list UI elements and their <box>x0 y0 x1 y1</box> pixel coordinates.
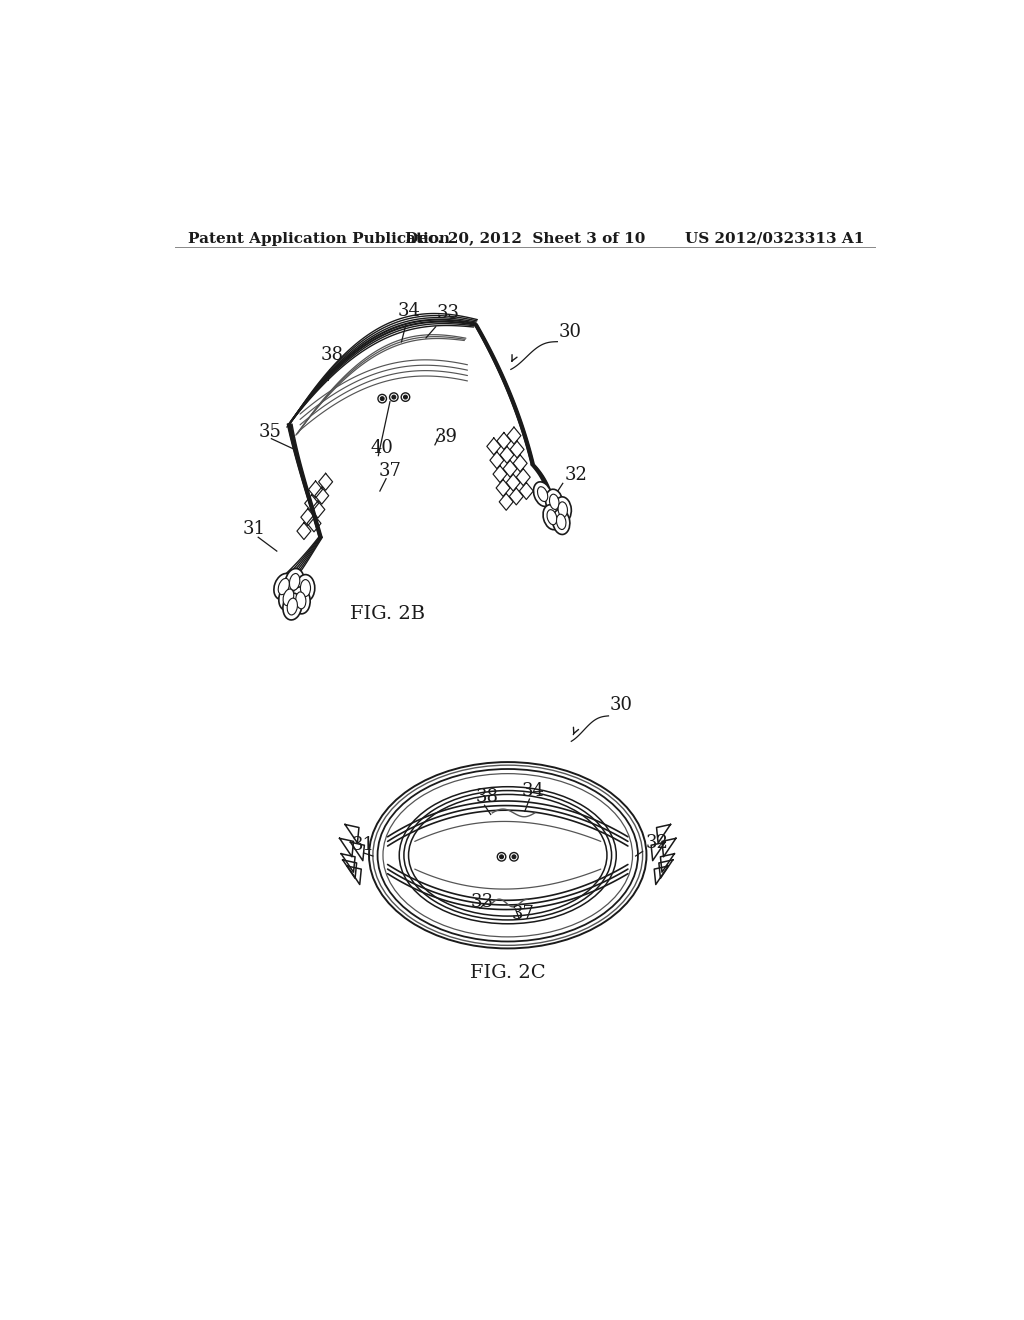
Ellipse shape <box>283 593 302 620</box>
Ellipse shape <box>283 589 294 606</box>
Ellipse shape <box>296 574 314 602</box>
Ellipse shape <box>292 587 310 614</box>
Text: FIG. 2B: FIG. 2B <box>350 606 425 623</box>
Ellipse shape <box>550 494 559 510</box>
Ellipse shape <box>296 591 306 609</box>
Ellipse shape <box>290 573 300 590</box>
Polygon shape <box>658 859 673 878</box>
Text: 30: 30 <box>559 323 582 341</box>
Text: 30: 30 <box>610 696 633 714</box>
Text: US 2012/0323313 A1: US 2012/0323313 A1 <box>685 231 864 246</box>
Ellipse shape <box>300 579 310 597</box>
Polygon shape <box>654 866 669 884</box>
Circle shape <box>378 395 386 403</box>
Ellipse shape <box>543 504 561 529</box>
Ellipse shape <box>547 510 557 525</box>
Polygon shape <box>656 825 671 843</box>
Ellipse shape <box>546 490 563 515</box>
Polygon shape <box>660 854 675 873</box>
Text: 32: 32 <box>564 466 587 484</box>
Text: 38: 38 <box>475 788 499 807</box>
Circle shape <box>389 393 398 401</box>
Text: 31: 31 <box>351 836 374 854</box>
Ellipse shape <box>554 496 571 523</box>
Text: 33: 33 <box>426 304 460 338</box>
Text: 34: 34 <box>521 781 545 800</box>
Circle shape <box>498 853 506 861</box>
Circle shape <box>510 853 518 861</box>
Circle shape <box>512 855 516 859</box>
Text: 33: 33 <box>471 892 494 911</box>
Circle shape <box>500 855 504 859</box>
Text: 32: 32 <box>646 834 669 853</box>
Text: 35: 35 <box>258 424 281 441</box>
Ellipse shape <box>556 515 566 529</box>
Ellipse shape <box>534 482 552 507</box>
Text: 39: 39 <box>435 428 458 446</box>
Polygon shape <box>345 825 359 843</box>
Ellipse shape <box>279 578 290 595</box>
Text: Patent Application Publication: Patent Application Publication <box>188 231 451 246</box>
Text: 37: 37 <box>512 906 535 923</box>
Polygon shape <box>651 842 665 861</box>
Polygon shape <box>340 838 353 857</box>
Text: Dec. 20, 2012  Sheet 3 of 10: Dec. 20, 2012 Sheet 3 of 10 <box>404 231 645 246</box>
Text: 40: 40 <box>371 438 393 457</box>
Polygon shape <box>662 838 676 857</box>
Text: FIG. 2C: FIG. 2C <box>470 964 546 982</box>
Ellipse shape <box>285 569 304 595</box>
Polygon shape <box>347 866 361 884</box>
Ellipse shape <box>558 502 567 517</box>
Polygon shape <box>341 854 355 873</box>
Circle shape <box>380 397 384 400</box>
Polygon shape <box>343 859 356 878</box>
Ellipse shape <box>287 598 297 615</box>
Text: 38: 38 <box>321 346 343 380</box>
Ellipse shape <box>538 487 548 502</box>
Text: 34: 34 <box>397 302 421 342</box>
Circle shape <box>403 395 408 399</box>
Circle shape <box>401 393 410 401</box>
Ellipse shape <box>279 583 298 611</box>
Polygon shape <box>350 842 365 861</box>
Ellipse shape <box>273 573 294 599</box>
Text: 37: 37 <box>378 462 401 479</box>
Circle shape <box>392 395 395 399</box>
Text: 31: 31 <box>243 520 265 539</box>
Ellipse shape <box>553 510 569 535</box>
